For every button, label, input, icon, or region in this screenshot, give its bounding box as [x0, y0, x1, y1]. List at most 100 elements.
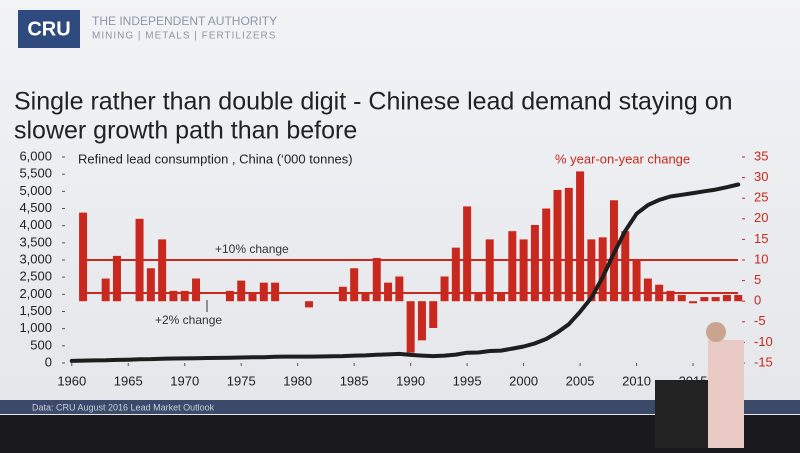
bar — [192, 278, 201, 302]
x-tick-label: 1985 — [340, 373, 369, 388]
bar — [417, 301, 426, 341]
bar — [372, 257, 381, 302]
bar — [304, 301, 313, 308]
bar — [711, 297, 720, 302]
bar — [643, 278, 652, 302]
y-tick-label: 4,500 — [19, 200, 52, 215]
y2-tick-label: -15 — [754, 354, 773, 369]
podium — [655, 380, 713, 448]
x-tick-label: 1995 — [453, 373, 482, 388]
y-tick-label: 1,500 — [19, 303, 52, 318]
bar — [576, 171, 585, 302]
y-tick-label: 1,000 — [19, 320, 52, 335]
y2-tick-label: 35 — [754, 148, 768, 163]
bar — [474, 292, 483, 302]
x-tick-label: 1980 — [283, 373, 312, 388]
series-label: Refined lead consumption , China (‘000 t… — [78, 151, 353, 166]
bar — [361, 292, 370, 302]
bar — [429, 301, 438, 328]
series-label: % year-on-year change — [555, 151, 690, 166]
bar — [553, 189, 562, 302]
logo-text: CRU — [27, 18, 70, 40]
logo-box — [18, 10, 80, 48]
y-tick-label: 2,000 — [19, 286, 52, 301]
y-tick-label: 5,500 — [19, 166, 52, 181]
bar — [101, 278, 110, 302]
reference-label: +2% change — [155, 313, 222, 327]
bar — [225, 290, 234, 302]
bar — [384, 282, 393, 302]
x-tick-label: 1960 — [57, 373, 86, 388]
x-tick-label: 1970 — [170, 373, 199, 388]
y2-tick-label: -5 — [754, 313, 766, 328]
bar — [485, 239, 494, 302]
bar — [530, 224, 539, 302]
bar — [587, 239, 596, 302]
y2-tick-label: 10 — [754, 251, 768, 266]
y-tick-label: 5,000 — [19, 183, 52, 198]
footer-band — [0, 400, 800, 414]
bar — [350, 268, 359, 302]
bar — [146, 268, 155, 302]
bar — [248, 292, 257, 302]
x-tick-label: 2005 — [566, 373, 595, 388]
speaker-head — [706, 322, 726, 342]
x-tick-label: 2010 — [622, 373, 651, 388]
bar — [677, 295, 686, 302]
bar — [621, 231, 630, 302]
y2-tick-label: -10 — [754, 334, 773, 349]
bar — [158, 239, 167, 302]
y-tick-label: 3,500 — [19, 234, 52, 249]
sectors: MINING | METALS | FERTILIZERS — [92, 31, 276, 42]
bar — [542, 208, 551, 302]
bar — [497, 292, 506, 302]
y-tick-label: 6,000 — [19, 148, 52, 163]
bar — [598, 237, 607, 302]
y2-tick-label: 30 — [754, 169, 768, 184]
source: Data: CRU August 2016 Lead Market Outloo… — [32, 402, 215, 412]
bar — [259, 282, 268, 302]
y2-tick-label: 20 — [754, 210, 768, 225]
bar — [508, 231, 517, 302]
bar — [451, 247, 460, 302]
line — [69, 182, 741, 363]
bar — [338, 286, 347, 302]
y-tick-label: 0 — [45, 354, 52, 369]
bar — [722, 295, 731, 302]
bar — [632, 260, 641, 302]
bar — [440, 276, 449, 302]
bar — [271, 282, 280, 302]
bar — [700, 297, 709, 302]
y-tick-label: 500 — [30, 337, 52, 352]
bar — [406, 301, 415, 353]
bar — [237, 280, 246, 302]
x-tick-label: 2000 — [509, 373, 538, 388]
y2-tick-label: 25 — [754, 190, 768, 205]
bar — [463, 206, 472, 302]
reference-label: +10% change — [215, 242, 289, 256]
tagline: THE INDEPENDENT AUTHORITY — [92, 14, 277, 28]
x-tick-label: 1975 — [227, 373, 256, 388]
x-tick-label: 1990 — [396, 373, 425, 388]
y-tick-label: 4,000 — [19, 217, 52, 232]
bar — [180, 290, 189, 302]
bar — [169, 290, 178, 302]
y2-tick-label: 15 — [754, 231, 768, 246]
slide-title: Single rather than double digit - Chines… — [14, 88, 733, 116]
bar — [112, 255, 121, 302]
bar — [666, 290, 675, 302]
y2-tick-label: 5 — [754, 272, 761, 287]
slide-title: slower growth path than before — [14, 117, 357, 145]
slide-background — [0, 0, 800, 415]
y2-tick-label: 0 — [754, 293, 761, 308]
bar — [519, 239, 528, 302]
bar — [689, 301, 698, 304]
bar — [564, 187, 573, 302]
y-tick-label: 2,500 — [19, 269, 52, 284]
bar — [395, 276, 404, 302]
bar — [734, 295, 743, 302]
speaker — [708, 340, 744, 448]
bar — [79, 212, 88, 302]
